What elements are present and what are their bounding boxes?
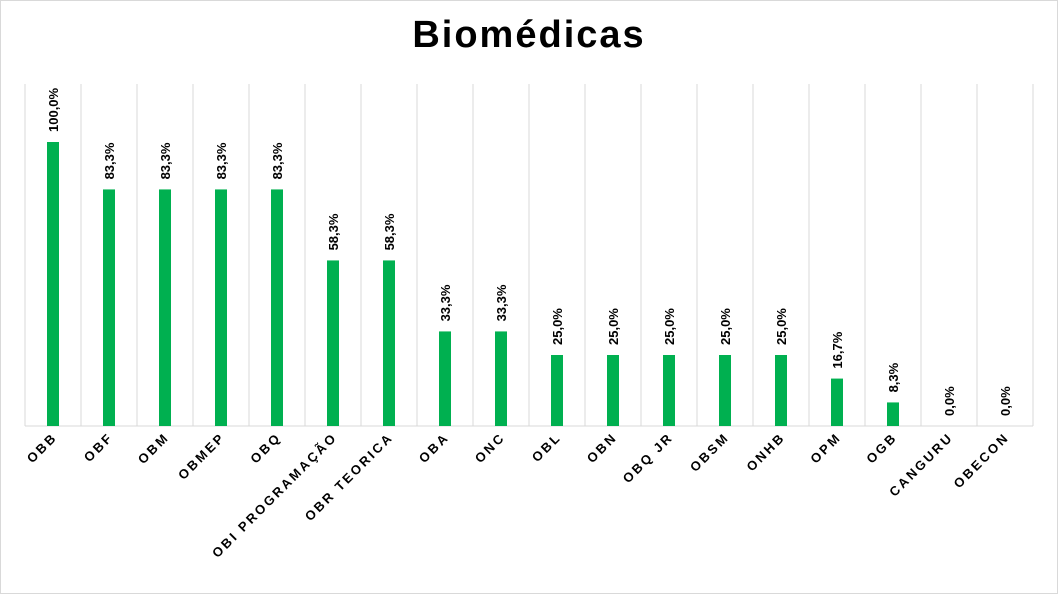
category-label-15: OGB [863,430,900,467]
category-label-10: OBN [584,430,620,466]
data-label-10: 25,0% [606,308,621,345]
category-label-2: OBM [135,430,172,467]
data-label-3: 83,3% [214,142,229,179]
bar-2 [159,189,171,426]
data-label-15: 8,3% [886,362,901,392]
bar-13 [775,355,787,426]
data-label-7: 33,3% [438,284,453,321]
bar-1 [103,189,115,426]
category-label-3: OBMEP [175,430,228,483]
data-label-12: 25,0% [718,308,733,345]
data-label-11: 25,0% [662,308,677,345]
bar-15 [887,402,899,426]
data-label-16: 0,0% [942,386,957,416]
bar-3 [215,189,227,426]
bar-12 [719,355,731,426]
data-label-4: 83,3% [270,142,285,179]
category-label-14: OPM [807,430,844,467]
data-label-0: 100,0% [46,87,61,132]
category-label-1: OBF [81,430,116,465]
category-label-12: OBSM [687,430,732,475]
chart-title: Biomédicas [412,14,646,56]
bar-0 [47,142,59,426]
category-label-7: OBA [416,430,452,466]
bar-11 [663,355,675,426]
category-label-9: OBL [529,430,564,465]
category-label-0: OBB [24,430,60,466]
data-label-8: 33,3% [494,284,509,321]
bar-8 [495,331,507,426]
bar-6 [383,260,395,426]
data-label-1: 83,3% [102,142,117,179]
bar-7 [439,331,451,426]
category-label-17: OBECON [951,430,1013,492]
data-label-5: 58,3% [326,213,341,250]
data-label-6: 58,3% [382,213,397,250]
bar-5 [327,260,339,426]
category-label-13: ONHB [743,430,788,475]
data-label-9: 25,0% [550,308,565,345]
category-label-11: OBQ JR [620,430,676,486]
bar-14 [831,378,843,426]
data-label-14: 16,7% [830,331,845,368]
bar-4 [271,189,283,426]
category-label-8: ONC [472,430,508,466]
data-label-17: 0,0% [998,386,1013,416]
bar-10 [607,355,619,426]
data-label-2: 83,3% [158,142,173,179]
category-label-4: OBQ [247,430,284,467]
data-label-13: 25,0% [774,308,789,345]
bar-9 [551,355,563,426]
